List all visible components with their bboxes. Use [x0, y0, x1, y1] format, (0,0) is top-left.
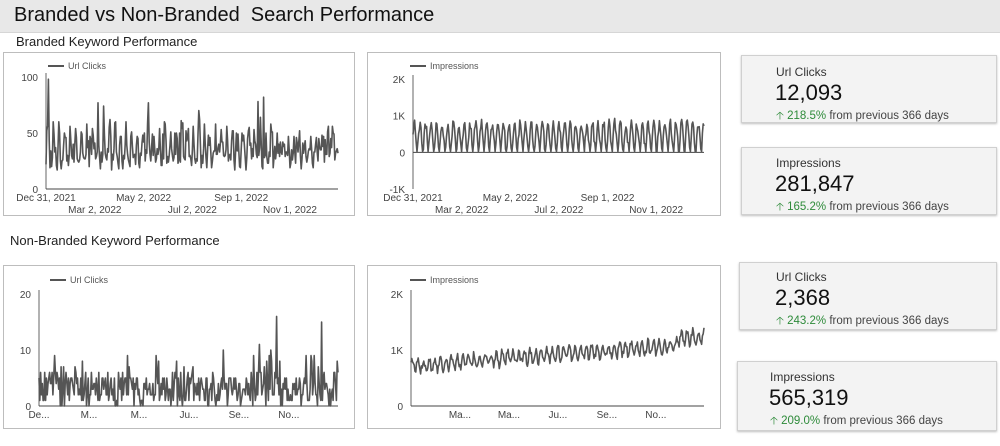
- scorecard-value: 12,093: [775, 80, 843, 105]
- scorecard-delta: 🡡 165.2% from previous 366 days: [776, 198, 949, 217]
- x-tick-label: No...: [645, 410, 666, 421]
- x-tick-label: Nov 1, 2022: [629, 205, 683, 215]
- chart-svg: Url Clicks 0 10 20 De... M... M... Ju... Se... No…: [20, 275, 339, 421]
- arrow-up-icon: 🡡: [776, 110, 784, 122]
- x-tick-label: Ju...: [548, 410, 567, 421]
- x-tick-label: Ma...: [498, 410, 520, 421]
- x-tick-label: Se...: [597, 410, 618, 421]
- x-tick-label: Sep 1, 2022: [214, 193, 268, 204]
- legend-label: Url Clicks: [70, 275, 108, 285]
- x-tick-label: Jul 2, 2022: [534, 205, 583, 215]
- y-tick-label: 2K: [391, 290, 404, 301]
- scorecard-value: 2,368: [775, 285, 831, 310]
- x-tick-label: Dec 31, 2021: [383, 193, 443, 204]
- x-tick-label: Mar 2, 2022: [435, 205, 489, 215]
- scorecard-delta-pct: 243.2%: [787, 315, 827, 327]
- scorecard-delta-text: from previous 366 days: [829, 110, 949, 122]
- x-tick-label: Jul 2, 2022: [168, 205, 217, 215]
- scorecard-non-branded-impressions[interactable]: Impressions 565,319 🡡 209.0% from previo…: [737, 361, 997, 431]
- y-tick-label: 0: [32, 185, 38, 196]
- scorecard-delta-text: from previous 366 days: [829, 315, 949, 327]
- chart-svg: Impressions 0 1K 2K Ma... Ma... Ju... Se... No..…: [391, 275, 705, 421]
- scorecard-label: Url Clicks: [776, 65, 827, 79]
- x-tick-label: No...: [278, 410, 299, 421]
- x-tick-label: De...: [28, 410, 49, 421]
- branded-url-clicks-chart[interactable]: Url Clicks 0 50 100 Dec 31, 2021 Mar 2, 2022 M…: [3, 52, 355, 216]
- x-tick-label: Ju...: [179, 410, 198, 421]
- scorecard-value: 565,319: [769, 385, 849, 410]
- y-tick-label: 0: [397, 402, 403, 413]
- y-tick-label: 50: [27, 129, 39, 140]
- y-tick-label: 20: [20, 290, 32, 301]
- y-tick-label: 10: [20, 346, 32, 357]
- y-tick-label: 100: [21, 73, 38, 84]
- scorecard-value: 281,847: [775, 171, 855, 196]
- x-tick-label: M...: [81, 410, 98, 421]
- x-tick-label: Ma...: [449, 410, 471, 421]
- y-tick-label: 1K: [391, 346, 404, 357]
- scorecard-delta-pct: 218.5%: [787, 110, 827, 122]
- scorecard-delta: 🡡 243.2% from previous 366 days: [776, 312, 949, 331]
- non-branded-impressions-chart[interactable]: Impressions 0 1K 2K Ma... Ma... Ju... Se... No..…: [367, 265, 721, 429]
- x-tick-label: Dec 31, 2021: [16, 193, 76, 204]
- non-branded-url-clicks-chart[interactable]: Url Clicks 0 10 20 De... M... M... Ju... Se... No…: [3, 265, 355, 429]
- x-tick-label: Nov 1, 2022: [263, 205, 317, 215]
- legend-label: Impressions: [430, 61, 479, 71]
- series-line: [410, 326, 705, 375]
- x-tick-label: Mar 2, 2022: [68, 205, 122, 215]
- scorecard-label: Impressions: [776, 156, 841, 170]
- x-tick-label: M...: [131, 410, 148, 421]
- series-line: [38, 315, 339, 407]
- legend-label: Impressions: [430, 275, 479, 285]
- scorecard-delta-pct: 209.0%: [781, 415, 821, 427]
- legend-label: Url Clicks: [68, 61, 106, 71]
- scorecard-non-branded-url-clicks[interactable]: Url Clicks 2,368 🡡 243.2% from previous …: [739, 262, 997, 330]
- series-line: [45, 78, 339, 171]
- scorecard-delta: 🡡 209.0% from previous 366 days: [770, 412, 943, 431]
- scorecard-branded-impressions[interactable]: Impressions 281,847 🡡 165.2% from previo…: [741, 147, 997, 215]
- x-tick-label: May 2, 2022: [483, 193, 538, 204]
- y-tick-label: 1K: [393, 112, 406, 123]
- y-tick-label: -1K: [389, 185, 405, 196]
- section-title-branded: Branded Keyword Performance: [16, 34, 198, 49]
- x-tick-label: Se...: [229, 410, 250, 421]
- y-tick-label: 0: [25, 402, 31, 413]
- x-tick-label: Sep 1, 2022: [581, 193, 635, 204]
- y-tick-label: 0: [399, 148, 405, 159]
- arrow-up-icon: 🡡: [776, 201, 784, 213]
- page-title: Branded vs Non-Branded Search Performanc…: [14, 4, 435, 26]
- scorecard-label: Url Clicks: [776, 270, 827, 284]
- branded-impressions-chart[interactable]: Impressions -1K 0 1K 2K Dec 31, 2021 Mar 2, 20…: [367, 52, 721, 216]
- scorecard-label: Impressions: [770, 370, 835, 384]
- scorecard-branded-url-clicks[interactable]: Url Clicks 12,093 🡡 218.5% from previous…: [741, 55, 997, 123]
- scorecard-delta: 🡡 218.5% from previous 366 days: [776, 107, 949, 126]
- scorecard-delta-pct: 165.2%: [787, 201, 827, 213]
- series-line: [412, 117, 705, 153]
- scorecard-delta-text: from previous 366 days: [829, 201, 949, 213]
- arrow-up-icon: 🡡: [776, 315, 784, 327]
- x-tick-label: May 2, 2022: [116, 193, 171, 204]
- y-tick-label: 2K: [393, 75, 406, 86]
- arrow-up-icon: 🡡: [770, 415, 778, 427]
- scorecard-delta-text: from previous 366 days: [823, 415, 943, 427]
- page-header: Branded vs Non-Branded Search Performanc…: [0, 0, 1000, 33]
- section-title-non-branded: Non-Branded Keyword Performance: [10, 233, 220, 248]
